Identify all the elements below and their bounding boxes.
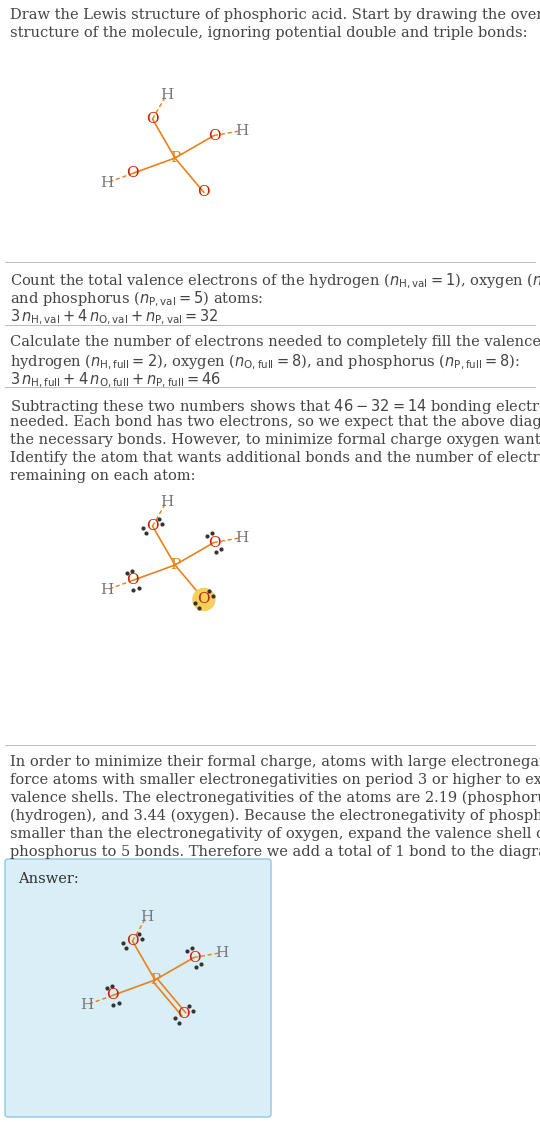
Text: Identify the atom that wants additional bonds and the number of electrons: Identify the atom that wants additional … <box>10 451 540 465</box>
Text: and phosphorus ($n_{\mathrm{P,val}} = 5$) atoms:: and phosphorus ($n_{\mathrm{P,val}} = 5$… <box>10 289 263 310</box>
Text: H: H <box>215 946 228 959</box>
Text: structure of the molecule, ignoring potential double and triple bonds:: structure of the molecule, ignoring pote… <box>10 26 528 40</box>
Text: H: H <box>100 583 113 597</box>
Text: Draw the Lewis structure of phosphoric acid. Start by drawing the overall: Draw the Lewis structure of phosphoric a… <box>10 8 540 22</box>
Text: the necessary bonds. However, to minimize formal charge oxygen wants 2 bonds.: the necessary bonds. However, to minimiz… <box>10 433 540 447</box>
Text: H: H <box>80 997 93 1012</box>
Text: P: P <box>170 151 180 165</box>
Text: H: H <box>100 176 113 190</box>
Text: Answer:: Answer: <box>18 872 79 886</box>
Text: O: O <box>198 185 210 200</box>
Text: In order to minimize their formal charge, atoms with large electronegativities c: In order to minimize their formal charge… <box>10 755 540 769</box>
Text: phosphorus to 5 bonds. Therefore we add a total of 1 bond to the diagram:: phosphorus to 5 bonds. Therefore we add … <box>10 845 540 859</box>
Text: Count the total valence electrons of the hydrogen ($n_{\mathrm{H,val}} = 1$), ox: Count the total valence electrons of the… <box>10 272 540 292</box>
Text: H: H <box>140 910 153 923</box>
Text: O: O <box>208 535 220 550</box>
Text: smaller than the electronegativity of oxygen, expand the valence shell of: smaller than the electronegativity of ox… <box>10 827 540 842</box>
Text: (hydrogen), and 3.44 (oxygen). Because the electronegativity of phosphorus is: (hydrogen), and 3.44 (oxygen). Because t… <box>10 809 540 824</box>
Text: remaining on each atom:: remaining on each atom: <box>10 469 195 482</box>
Text: O: O <box>146 112 159 126</box>
Text: needed. Each bond has two electrons, so we expect that the above diagram has all: needed. Each bond has two electrons, so … <box>10 415 540 429</box>
Text: valence shells. The electronegativities of the atoms are 2.19 (phosphorus), 2.20: valence shells. The electronegativities … <box>10 791 540 806</box>
Text: H: H <box>235 123 248 138</box>
Text: hydrogen ($n_{\mathrm{H,full}} = 2$), oxygen ($n_{\mathrm{O,full}} = 8$), and ph: hydrogen ($n_{\mathrm{H,full}} = 2$), ox… <box>10 353 520 373</box>
Circle shape <box>193 588 215 610</box>
Text: O: O <box>198 592 210 607</box>
Text: O: O <box>178 1008 190 1021</box>
Text: O: O <box>188 950 200 965</box>
FancyBboxPatch shape <box>5 859 271 1118</box>
Text: $3\,n_{\mathrm{H,full}} + 4\,n_{\mathrm{O,full}} + n_{\mathrm{P,full}} = 46$: $3\,n_{\mathrm{H,full}} + 4\,n_{\mathrm{… <box>10 371 221 390</box>
Text: O: O <box>208 129 220 142</box>
Text: $3\,n_{\mathrm{H,val}} + 4\,n_{\mathrm{O,val}} + n_{\mathrm{P,val}} = 32$: $3\,n_{\mathrm{H,val}} + 4\,n_{\mathrm{O… <box>10 309 219 328</box>
Text: P: P <box>170 558 180 572</box>
Text: Calculate the number of electrons needed to completely fill the valence shells f: Calculate the number of electrons needed… <box>10 335 540 349</box>
Text: P: P <box>150 973 160 987</box>
Text: O: O <box>126 934 139 948</box>
Text: Subtracting these two numbers shows that $46 - 32 = 14$ bonding electrons are: Subtracting these two numbers shows that… <box>10 397 540 416</box>
Text: H: H <box>235 531 248 544</box>
Text: force atoms with smaller electronegativities on period 3 or higher to expand the: force atoms with smaller electronegativi… <box>10 773 540 787</box>
Text: H: H <box>160 495 173 508</box>
Text: O: O <box>106 988 119 1002</box>
Text: O: O <box>126 573 139 588</box>
Text: O: O <box>126 166 139 181</box>
Text: O: O <box>146 519 159 533</box>
Text: H: H <box>160 88 173 102</box>
